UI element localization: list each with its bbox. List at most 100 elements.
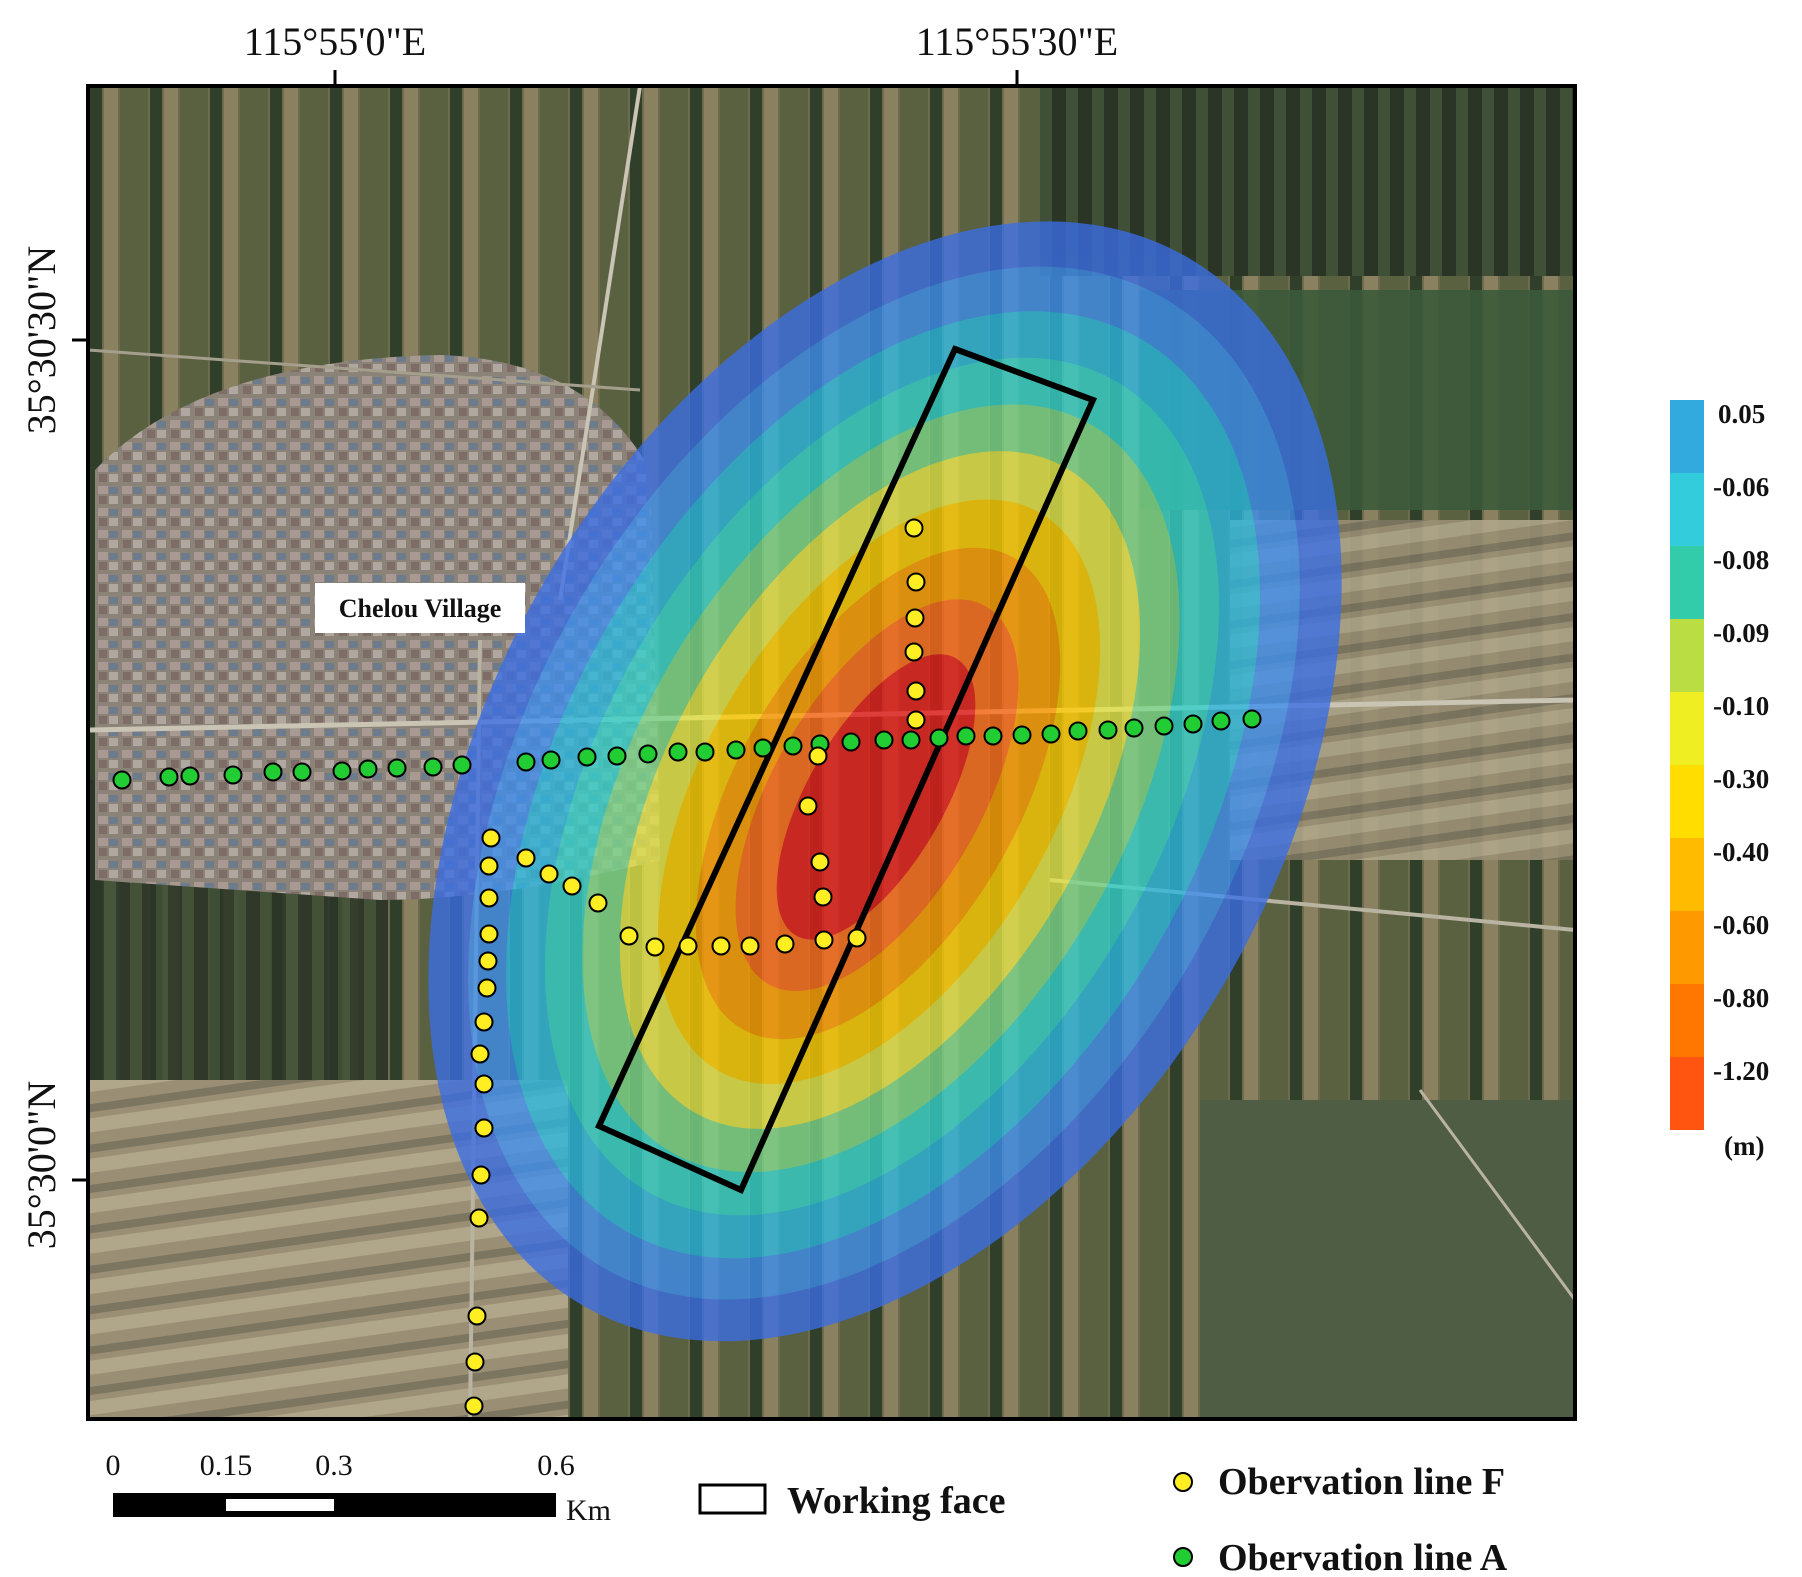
line-a-label: Obervation line A bbox=[1218, 1537, 1508, 1577]
line-a-point bbox=[1012, 725, 1032, 745]
line-f-point bbox=[479, 888, 499, 908]
legend-swatch-5 bbox=[1670, 765, 1704, 838]
line-f-point bbox=[478, 951, 498, 971]
line-f-point bbox=[477, 978, 497, 998]
lon-label-1: 115°55'0"E bbox=[244, 19, 426, 64]
line-f-point bbox=[467, 1306, 487, 1326]
lat-label-1: 35°30'30"N bbox=[19, 246, 64, 434]
line-a-point bbox=[223, 765, 243, 785]
line-a-point bbox=[1041, 724, 1061, 744]
line-a-point bbox=[292, 762, 312, 782]
line-f-point bbox=[678, 936, 698, 956]
legend-label-9: -1.20 bbox=[1713, 1056, 1769, 1086]
line-f-point bbox=[471, 1165, 491, 1185]
legend-label-5: -0.30 bbox=[1713, 764, 1769, 794]
village-label-text: Chelou Village bbox=[339, 594, 502, 623]
line-f-point bbox=[474, 1118, 494, 1138]
scale-tick-06: 0.6 bbox=[537, 1449, 575, 1482]
legend-label-7: -0.60 bbox=[1713, 910, 1769, 940]
line-f-point bbox=[516, 848, 536, 868]
lon-label-2: 115°55'30"E bbox=[916, 19, 1118, 64]
map-frame bbox=[86, 84, 1577, 1421]
line-f-point bbox=[588, 893, 608, 913]
subsidence-legend: 0.05 -0.06 -0.08 -0.09 -0.10 -0.30 -0.40… bbox=[1670, 399, 1769, 1161]
line-a-point bbox=[1068, 721, 1088, 741]
line-a-point bbox=[387, 758, 407, 778]
line-f-point bbox=[562, 876, 582, 896]
observation-line-a bbox=[112, 709, 1262, 790]
working-face-label: Working face bbox=[787, 1480, 1005, 1522]
subsidence-contours bbox=[428, 221, 1342, 1342]
line-a-point bbox=[901, 730, 921, 750]
line-f-point bbox=[479, 856, 499, 876]
legend-swatch-6 bbox=[1670, 838, 1704, 911]
line-f-label: Obervation line F bbox=[1218, 1461, 1505, 1503]
line-a-swatch bbox=[1173, 1547, 1193, 1567]
legend-label-2: -0.08 bbox=[1713, 545, 1769, 575]
line-f-point bbox=[906, 572, 926, 592]
line-f-point bbox=[474, 1074, 494, 1094]
line-f-point bbox=[469, 1208, 489, 1228]
line-a-point bbox=[1098, 720, 1118, 740]
line-f-point bbox=[775, 934, 795, 954]
line-a-point bbox=[668, 742, 688, 762]
scale-bar-outline bbox=[113, 1493, 556, 1517]
legend-unit: (m) bbox=[1724, 1131, 1764, 1161]
line-f-point bbox=[464, 1396, 484, 1416]
line-f-point bbox=[619, 926, 639, 946]
line-f-point bbox=[479, 924, 499, 944]
line-a-point bbox=[753, 738, 773, 758]
line-f-point bbox=[814, 930, 834, 950]
line-f-point bbox=[906, 710, 926, 730]
line-a-point bbox=[1124, 718, 1144, 738]
line-a-point bbox=[516, 752, 536, 772]
line-a-point bbox=[983, 726, 1003, 746]
line-f-point bbox=[813, 887, 833, 907]
working-face-swatch bbox=[698, 1483, 767, 1515]
legend-swatch-4 bbox=[1670, 692, 1704, 765]
line-a-point bbox=[1242, 709, 1262, 729]
line-f-point bbox=[740, 936, 760, 956]
scale-tick-0: 0 bbox=[106, 1449, 121, 1482]
line-f-point bbox=[847, 928, 867, 948]
scale-tick-03: 0.3 bbox=[315, 1449, 353, 1482]
line-f-point bbox=[470, 1044, 490, 1064]
scale-bar-white-segment bbox=[226, 1499, 334, 1511]
graticule: 115°55'0"E 115°55'30"E 35°30'30"N 35°30'… bbox=[19, 19, 1118, 1249]
line-a-point bbox=[452, 755, 472, 775]
line-a-point bbox=[638, 744, 658, 764]
line-a-point bbox=[783, 736, 803, 756]
line-a-point bbox=[695, 742, 715, 762]
legend-label-6: -0.40 bbox=[1713, 837, 1769, 867]
line-f-point bbox=[810, 852, 830, 872]
scale-bar: 0 0.15 0.3 0.6 Km bbox=[106, 1449, 612, 1527]
legend-swatch-8 bbox=[1670, 984, 1704, 1057]
line-f-point bbox=[798, 796, 818, 816]
legend-swatch-1 bbox=[1670, 473, 1704, 546]
line-f-point bbox=[905, 608, 925, 628]
line-a-point bbox=[1211, 711, 1231, 731]
line-a-point bbox=[956, 726, 976, 746]
legend-swatch-3 bbox=[1670, 619, 1704, 692]
line-f-point bbox=[539, 864, 559, 884]
line-a-point bbox=[1183, 714, 1203, 734]
line-f-point bbox=[808, 746, 828, 766]
line-f-point bbox=[465, 1352, 485, 1372]
line-f-point bbox=[904, 642, 924, 662]
legend-swatch-9 bbox=[1670, 1057, 1704, 1130]
line-f-point bbox=[904, 518, 924, 538]
legend-swatch-7 bbox=[1670, 911, 1704, 984]
observation-line-f bbox=[464, 518, 926, 1416]
village-label: Chelou Village bbox=[315, 583, 525, 633]
line-a-point bbox=[541, 750, 561, 770]
scale-unit: Km bbox=[566, 1494, 611, 1527]
line-a-point bbox=[577, 747, 597, 767]
line-a-point bbox=[112, 770, 132, 790]
line-a-point bbox=[841, 732, 861, 752]
line-a-point bbox=[423, 757, 443, 777]
line-f-point bbox=[906, 681, 926, 701]
line-f-point bbox=[645, 937, 665, 957]
legend-label-1: -0.06 bbox=[1713, 472, 1769, 502]
legend-label-3: -0.09 bbox=[1713, 618, 1769, 648]
